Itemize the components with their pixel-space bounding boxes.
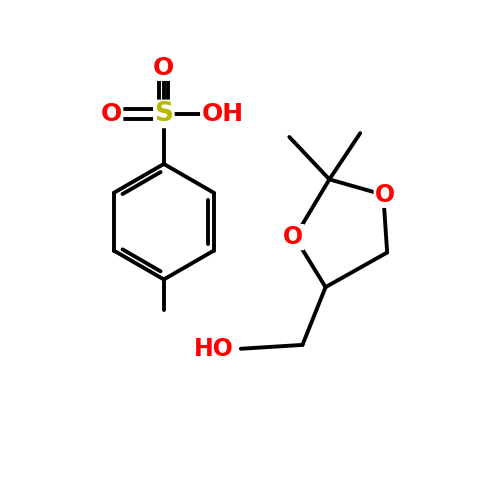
Text: O: O <box>153 56 174 80</box>
Text: HO: HO <box>194 337 234 361</box>
Text: O: O <box>101 102 122 126</box>
Text: O: O <box>375 182 395 207</box>
Text: OH: OH <box>202 102 243 126</box>
Text: O: O <box>283 225 304 249</box>
Text: S: S <box>154 101 174 127</box>
